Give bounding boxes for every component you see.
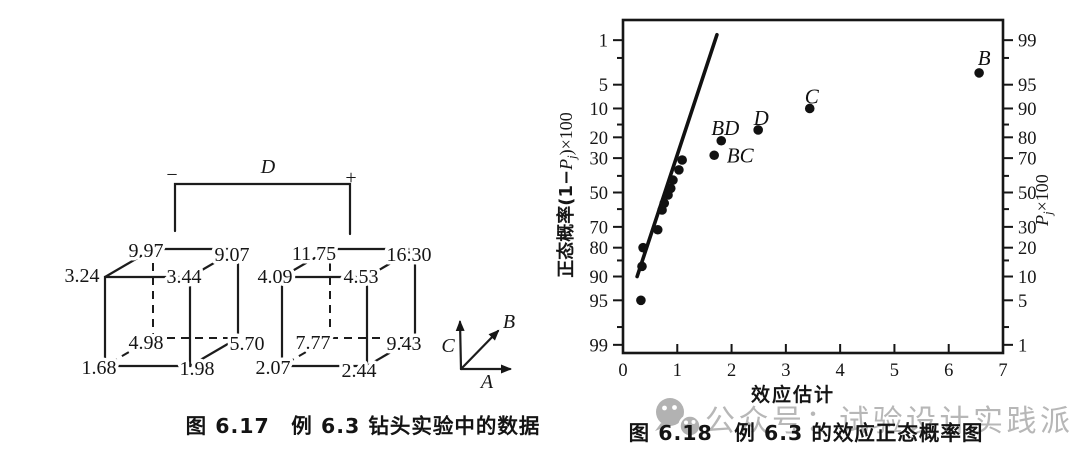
- corner-value-front-bottom-left: 2.07: [256, 357, 291, 379]
- y-tick-label-left: 30: [590, 150, 609, 170]
- data-point-D: [753, 125, 763, 135]
- x-tick-label: 2: [727, 361, 736, 381]
- cube-hidden-edges: [281, 249, 415, 367]
- corner-value-front-top-left: 4.09: [258, 266, 293, 288]
- factor-d-bracket: [173, 182, 352, 236]
- axis-a-label: A: [479, 371, 494, 393]
- data-point-BC: [709, 150, 719, 161]
- plot-frame: [621, 18, 1005, 355]
- y-tick-label-right: 1: [1018, 336, 1027, 356]
- corner-value-back-top-left: 9.97: [129, 240, 164, 262]
- y-axis-label-left: 正态概率(1−Pj)×100: [555, 112, 579, 277]
- y-tick-label-left: 1: [599, 32, 608, 52]
- data-point: [638, 242, 648, 253]
- cube-d-plus: 11.75 16.30 4.09 4.53 7.77 9.43 2.07 2.4…: [252, 240, 435, 386]
- y-tick-label-left: 20: [590, 129, 609, 149]
- corner-value-front-top-left: 3.24: [65, 265, 100, 287]
- cube-d-minus: 9.97 9.07 3.24 3.44 4.98 5.70 1.68 1.98: [61, 237, 268, 384]
- y-tick-label-left: 10: [590, 100, 609, 120]
- y-tick-label-right: 90: [1018, 100, 1037, 120]
- axis-b-label: B: [503, 311, 515, 333]
- y-tick-label-left: 50: [590, 184, 609, 204]
- y-tick-label-left: 90: [590, 268, 609, 288]
- data-point: [636, 295, 646, 306]
- axis-c-arrow-icon: [455, 320, 465, 371]
- corner-value-back-bottom-right: 9.43: [387, 333, 422, 355]
- x-tick-label: 1: [673, 361, 682, 381]
- y-tick-label-right: 80: [1018, 129, 1037, 149]
- figure-6-18-caption: 图 6.18 例 6.3 的效应正态概率图: [629, 421, 984, 445]
- x-tick-label: 7: [998, 361, 1007, 381]
- data-point: [668, 175, 678, 185]
- corner-value-front-top-right: 4.53: [344, 266, 379, 288]
- x-tick-label: 0: [618, 361, 627, 381]
- y-tick-label-right: 10: [1018, 268, 1037, 288]
- y-tick-label-right: 30: [1018, 218, 1037, 238]
- corner-value-front-bottom-right: 2.44: [342, 360, 377, 382]
- figure-6-17-cube-diagram: − D + 9.97 9.07 3.24 3.44 4.98 5.70 1.68…: [61, 156, 540, 438]
- x-tick-label: 6: [944, 361, 953, 381]
- corner-value-back-top-right: 9.07: [215, 244, 250, 266]
- point-label-C: C: [805, 84, 820, 108]
- y-tick-label-left: 99: [590, 336, 609, 356]
- y-tick-label-right: 95: [1018, 76, 1037, 96]
- y-tick-label-right: 99: [1018, 32, 1037, 52]
- y-tick-label-left: 95: [590, 292, 609, 312]
- corner-value-back-top-left: 11.75: [292, 243, 336, 265]
- axis-c-label: C: [441, 335, 455, 357]
- corner-value-front-top-right: 3.44: [167, 266, 202, 288]
- fit-line: [635, 32, 719, 279]
- point-label-D: D: [753, 106, 769, 130]
- point-label-BC: BC: [727, 143, 755, 167]
- point-label-B: B: [978, 46, 991, 70]
- y-tick-label-right: 5: [1018, 292, 1027, 312]
- corner-value-back-top-right: 16.30: [387, 244, 432, 266]
- corner-value-back-bottom-left: 7.77: [296, 332, 331, 354]
- data-point-C: [804, 103, 815, 114]
- x-tick-label: 4: [836, 361, 845, 381]
- data-point: [652, 224, 663, 235]
- corner-value-back-bottom-left: 4.98: [129, 332, 164, 354]
- data-point: [659, 198, 670, 209]
- cube-visible-edges: [280, 247, 417, 368]
- data-point: [637, 261, 647, 272]
- wechat-logo-icon: [655, 398, 702, 438]
- y-tick-label-left: 5: [599, 76, 608, 96]
- factor-d-label: D: [260, 156, 276, 178]
- x-tick-label: 5: [890, 361, 899, 381]
- axis-triad: C B A: [441, 311, 515, 393]
- cube-visible-edges: [103, 247, 240, 368]
- corner-value-back-bottom-right: 5.70: [230, 333, 265, 355]
- y-tick-label-left: 70: [590, 218, 609, 238]
- data-point: [677, 155, 687, 165]
- cube-hidden-edges: [104, 249, 238, 367]
- watermark-text: 公众号：试验设计实践派: [705, 404, 1074, 439]
- data-point: [674, 165, 684, 175]
- data-point-BD: [716, 135, 727, 146]
- corner-value-front-bottom-left: 1.68: [82, 357, 117, 379]
- y-axis-label-right: Pj×100: [1032, 174, 1055, 227]
- point-label-BD: BD: [711, 116, 739, 140]
- y-tick-label-left: 80: [590, 239, 609, 259]
- figure-6-17-caption: 图 6.17 例 6.3 钻头实验中的数据: [186, 414, 540, 438]
- y-tick-label-right: 70: [1018, 150, 1037, 170]
- corner-value-front-bottom-right: 1.98: [180, 358, 215, 380]
- x-axis-label: 效应估计: [751, 383, 835, 406]
- y-tick-label-right: 50: [1018, 184, 1037, 204]
- x-tick-label: 3: [781, 361, 790, 381]
- data-point: [665, 183, 676, 194]
- factor-d-minus-sign: −: [166, 164, 177, 186]
- factor-d-plus-sign: +: [345, 167, 356, 189]
- axis-b-arrow-icon: [459, 329, 500, 371]
- y-tick-label-right: 20: [1018, 239, 1037, 259]
- data-point-B: [974, 68, 984, 78]
